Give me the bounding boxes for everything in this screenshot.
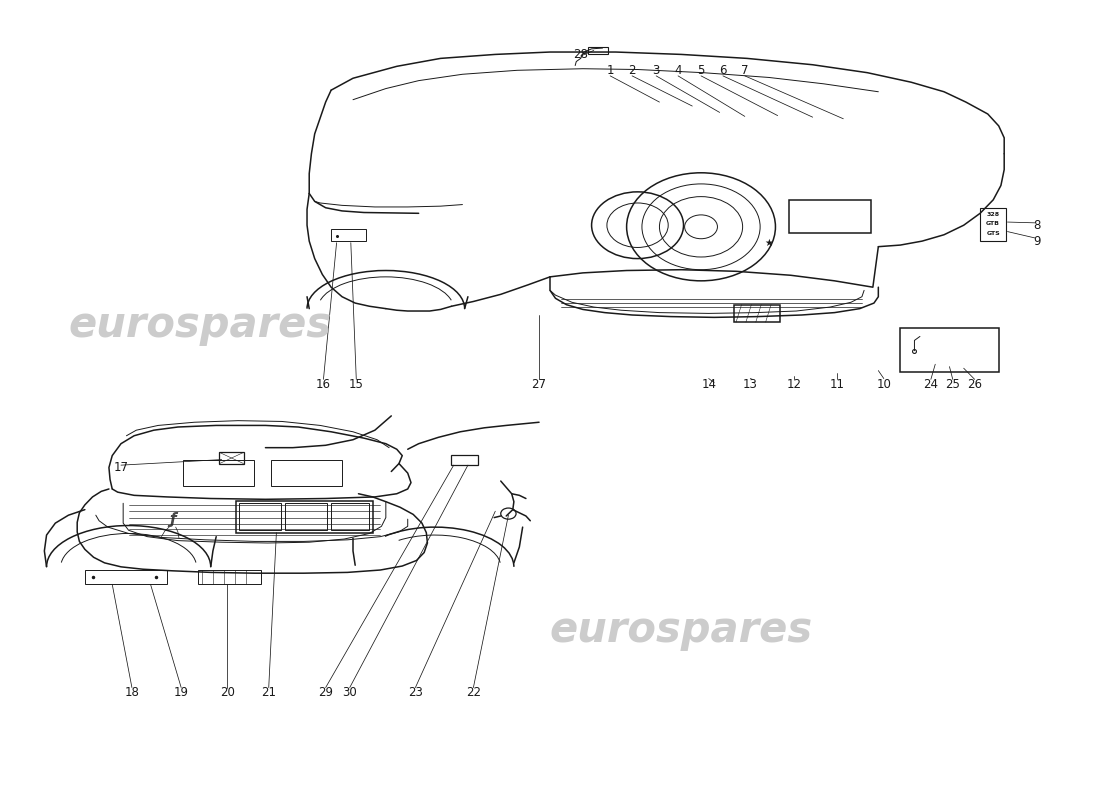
Bar	[451, 455, 477, 465]
Text: eurospares: eurospares	[68, 303, 331, 346]
Text: 16: 16	[316, 378, 331, 390]
Text: 22: 22	[466, 686, 481, 699]
Text: 25: 25	[945, 378, 960, 390]
Text: 8: 8	[1033, 218, 1041, 232]
Text: ★: ★	[764, 238, 773, 248]
Text: 14: 14	[701, 378, 716, 390]
Bar	[239, 503, 280, 530]
Text: 18: 18	[124, 686, 140, 699]
Text: 4: 4	[674, 64, 682, 77]
Text: 30: 30	[342, 686, 358, 699]
Text: 26: 26	[967, 378, 982, 390]
Bar	[980, 208, 1006, 241]
Text: 24: 24	[923, 378, 938, 390]
Bar	[271, 460, 342, 486]
Bar	[331, 229, 366, 241]
Text: 5: 5	[697, 64, 705, 77]
Bar	[198, 570, 261, 584]
Text: 12: 12	[786, 378, 802, 390]
Text: 23: 23	[408, 686, 422, 699]
Text: 11: 11	[829, 378, 844, 390]
Bar	[900, 329, 999, 372]
Text: 13: 13	[742, 378, 758, 390]
Text: 1: 1	[606, 64, 614, 77]
Text: GTS: GTS	[987, 230, 1000, 236]
Text: 2: 2	[628, 64, 636, 77]
Text: eurospares: eurospares	[550, 610, 813, 651]
Bar	[235, 501, 373, 533]
Text: 15: 15	[349, 378, 364, 390]
Text: 7: 7	[741, 64, 749, 77]
Bar	[331, 503, 370, 530]
Bar	[588, 47, 608, 54]
Text: 27: 27	[531, 378, 547, 390]
Bar	[734, 305, 780, 322]
Text: 28: 28	[573, 48, 588, 61]
Bar	[285, 503, 327, 530]
Text: 9: 9	[1033, 234, 1041, 248]
Text: 20: 20	[220, 686, 234, 699]
Text: ƒ: ƒ	[169, 512, 176, 526]
Text: 19: 19	[174, 686, 189, 699]
Bar	[220, 453, 243, 463]
Bar	[789, 200, 871, 233]
Text: 10: 10	[877, 378, 891, 390]
Bar	[85, 570, 167, 584]
Text: 6: 6	[719, 64, 727, 77]
Text: 328: 328	[987, 212, 1000, 217]
Text: 17: 17	[113, 461, 129, 474]
Text: GTB: GTB	[987, 221, 1000, 226]
Bar	[184, 460, 254, 486]
Text: 21: 21	[261, 686, 276, 699]
Text: 29: 29	[318, 686, 333, 699]
Text: 3: 3	[652, 64, 660, 77]
